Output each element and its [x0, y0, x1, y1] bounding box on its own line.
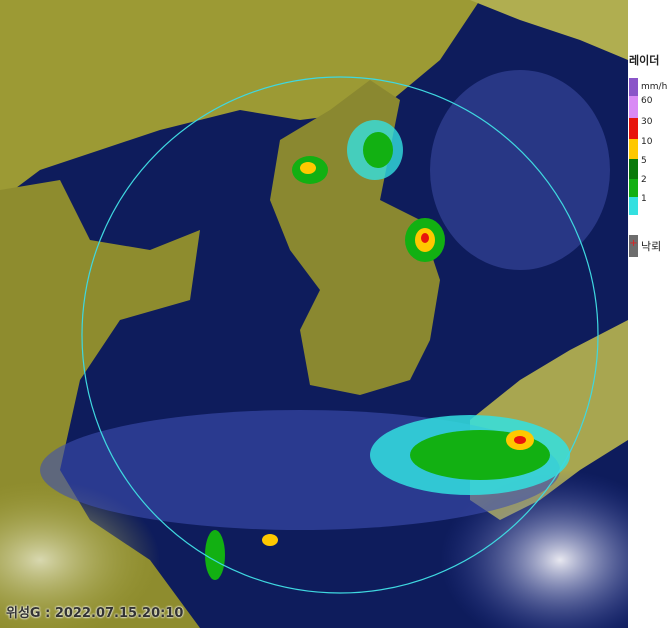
legend-label-2: 2	[641, 175, 647, 185]
legend-label-1: 1	[641, 194, 647, 204]
legend-swatch-60	[629, 96, 638, 118]
lightning-icon: +	[629, 235, 638, 257]
legend-label-60: 60	[641, 96, 653, 106]
radar-range-circle	[81, 76, 599, 594]
radar-legend: 레이더 mm/h 60 30 10 5 2 1 + 낙뢰	[628, 0, 670, 628]
legend-unit: mm/h	[641, 82, 668, 92]
legend-label-5: 5	[641, 156, 647, 166]
legend-swatch-1	[629, 197, 638, 215]
radar-echo	[205, 530, 225, 580]
legend-swatch-5	[629, 159, 638, 179]
legend-label-10: 10	[641, 137, 653, 147]
lightning-label: 낙뢰	[641, 240, 662, 253]
radar-echo	[514, 436, 526, 444]
radar-echo	[421, 233, 429, 243]
radar-echo	[300, 162, 316, 174]
satellite-timestamp: 위성G : 2022.07.15.20:10	[6, 606, 184, 621]
legend-swatch-10	[629, 139, 638, 159]
legend-swatch-top	[629, 78, 638, 96]
bright-cloud-west	[0, 480, 160, 628]
cloud-east	[430, 70, 610, 270]
radar-echo	[363, 132, 393, 168]
legend-label-30: 30	[641, 117, 653, 127]
radar-echo	[262, 534, 278, 546]
legend-swatch-30	[629, 118, 638, 139]
satellite-radar-map[interactable]	[0, 0, 628, 628]
radar-echoes	[205, 120, 570, 580]
cloud-north	[0, 0, 480, 200]
legend-swatch-2	[629, 179, 638, 197]
cloud-ne	[470, 0, 628, 60]
legend-title: 레이더	[629, 54, 660, 67]
